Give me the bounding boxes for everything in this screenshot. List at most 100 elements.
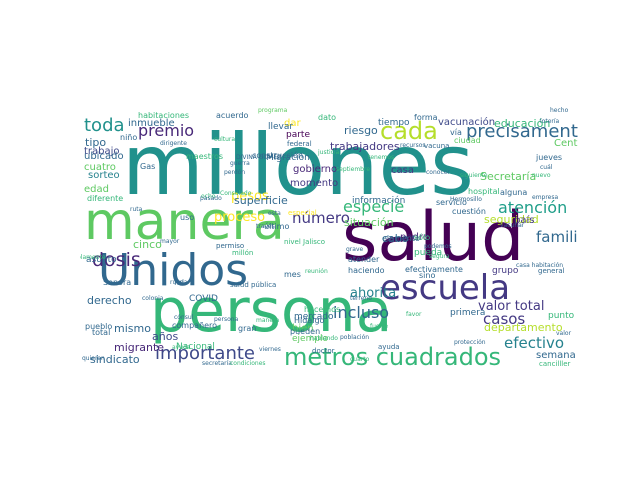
cloud-word: punto (548, 311, 575, 321)
cloud-word: cuarto (350, 356, 370, 363)
cloud-word: gran (238, 324, 257, 333)
cloud-word: vacunación (438, 117, 496, 128)
cloud-word: construcción (252, 151, 304, 160)
cloud-word: salud pública (230, 281, 277, 289)
cloud-word: migrante (114, 341, 165, 354)
cloud-word: ocho (201, 193, 216, 200)
cloud-word: tiempo (378, 118, 410, 128)
cloud-word: COVID (189, 294, 218, 304)
cloud-word: pueblo (85, 322, 113, 331)
cloud-word: Migración (266, 153, 310, 163)
cloud-word: siguiente (460, 172, 488, 179)
cloud-word: DIVINA GOMEZ (236, 154, 282, 161)
cloud-word: pasado (200, 195, 222, 202)
cloud-word: superficie (234, 194, 288, 207)
cloud-word: último (264, 222, 290, 231)
cloud-word: cada (380, 117, 438, 145)
cloud-word: número (292, 209, 350, 227)
cloud-word: gobierno (293, 164, 338, 175)
cloud-word: uso (180, 213, 195, 222)
cloud-word: dirigente (160, 140, 187, 147)
cloud-word: riesgo (344, 124, 378, 137)
cloud-word: casa (391, 165, 414, 176)
cloud-word: información (352, 196, 406, 206)
cloud-word: fin (174, 278, 185, 287)
cloud-word: doctor (312, 347, 335, 355)
cloud-word: condiciones (230, 360, 266, 367)
cloud-word: guerra (230, 160, 250, 167)
cloud-word: incluso (333, 303, 390, 322)
cloud-word: llevar (268, 122, 294, 132)
cloud-word: nivel Jalisco (284, 238, 326, 246)
cloud-word: vacunar (500, 222, 525, 229)
cloud-word: años (152, 330, 179, 343)
cloud-word: valor total (478, 299, 545, 314)
cloud-word: población (340, 334, 370, 341)
cloud-word: Secretaría (480, 170, 537, 183)
cloud-word: metros cuadrados (284, 343, 502, 371)
cloud-word: edad (84, 184, 109, 195)
cloud-word: ayuda (172, 344, 191, 351)
cloud-word: sorteo (88, 170, 120, 181)
cloud-word: valor (556, 330, 572, 337)
cloud-word: empresa (532, 194, 559, 201)
cloud-word: nuevo (532, 172, 551, 179)
cloud-word: podemos (424, 243, 452, 250)
cloud-word: compañero (172, 321, 218, 330)
cloud-word: ayuda (378, 343, 400, 351)
cloud-word: cuatro (84, 162, 116, 173)
cloud-word: cultura (214, 136, 236, 143)
cloud-word: especial (288, 209, 317, 217)
cloud-word: atención (498, 198, 568, 217)
cloud-word: salud (342, 198, 525, 277)
cloud-word: esta (268, 210, 281, 217)
cloud-word: ciudad (454, 136, 481, 145)
cloud-word: viernes (259, 346, 281, 353)
cloud-word: quieren (82, 355, 105, 362)
cloud-word: justicia (318, 149, 340, 156)
cloud-word: situación (344, 216, 394, 229)
cloud-word: cuál (540, 164, 553, 171)
cloud-word: derecho (87, 294, 132, 307)
cloud-word: toda (84, 115, 125, 136)
cloud-word: sólo (414, 233, 431, 242)
cloud-word: especie (343, 197, 405, 216)
cloud-word: vacuna (424, 142, 450, 150)
cloud-word: millones (122, 116, 474, 214)
cloud-word: hacemos (304, 305, 341, 314)
cloud-word: sino (419, 271, 436, 280)
cloud-word: importante (155, 343, 256, 364)
cloud-word: hablando (310, 335, 338, 342)
cloud-word: protección (454, 339, 486, 346)
cloud-word: rueda (170, 279, 188, 286)
cloud-word: sindicato (90, 353, 140, 366)
cloud-word: terreno (350, 295, 372, 302)
cloud-word: mayor (160, 238, 180, 245)
cloud-word: cónsul (174, 314, 194, 321)
cloud-word: cancilller (539, 360, 571, 368)
cloud-word: trabajo (84, 146, 120, 157)
cloud-word: colonia (142, 295, 164, 302)
cloud-word: ahorita (350, 286, 397, 301)
cloud-word: jueves (536, 153, 563, 162)
cloud-word: mes (284, 270, 301, 279)
cloud-word: padre (400, 232, 429, 243)
cloud-word: niño (120, 133, 138, 142)
cloud-word: forma (414, 113, 438, 122)
cloud-word: diferente (87, 194, 124, 203)
cloud-word: programa (258, 107, 288, 114)
cloud-word: Hidalgo (294, 316, 325, 325)
cloud-word: acuerdo (216, 111, 249, 120)
cloud-word: seguridad (484, 213, 539, 226)
cloud-word: grave (346, 246, 364, 253)
cloud-word: semana (536, 350, 576, 361)
cloud-word: efectivamente (405, 265, 463, 274)
cloud-word: hospital (468, 187, 500, 196)
cloud-word: precisamente (466, 121, 578, 142)
cloud-word: familia (536, 228, 578, 246)
cloud-word: trabajadores (330, 140, 400, 153)
cloud-word: dar (284, 118, 301, 129)
cloud-word: atender (348, 255, 380, 264)
cloud-word: persona (214, 316, 239, 323)
cloud-word: través (256, 223, 275, 230)
